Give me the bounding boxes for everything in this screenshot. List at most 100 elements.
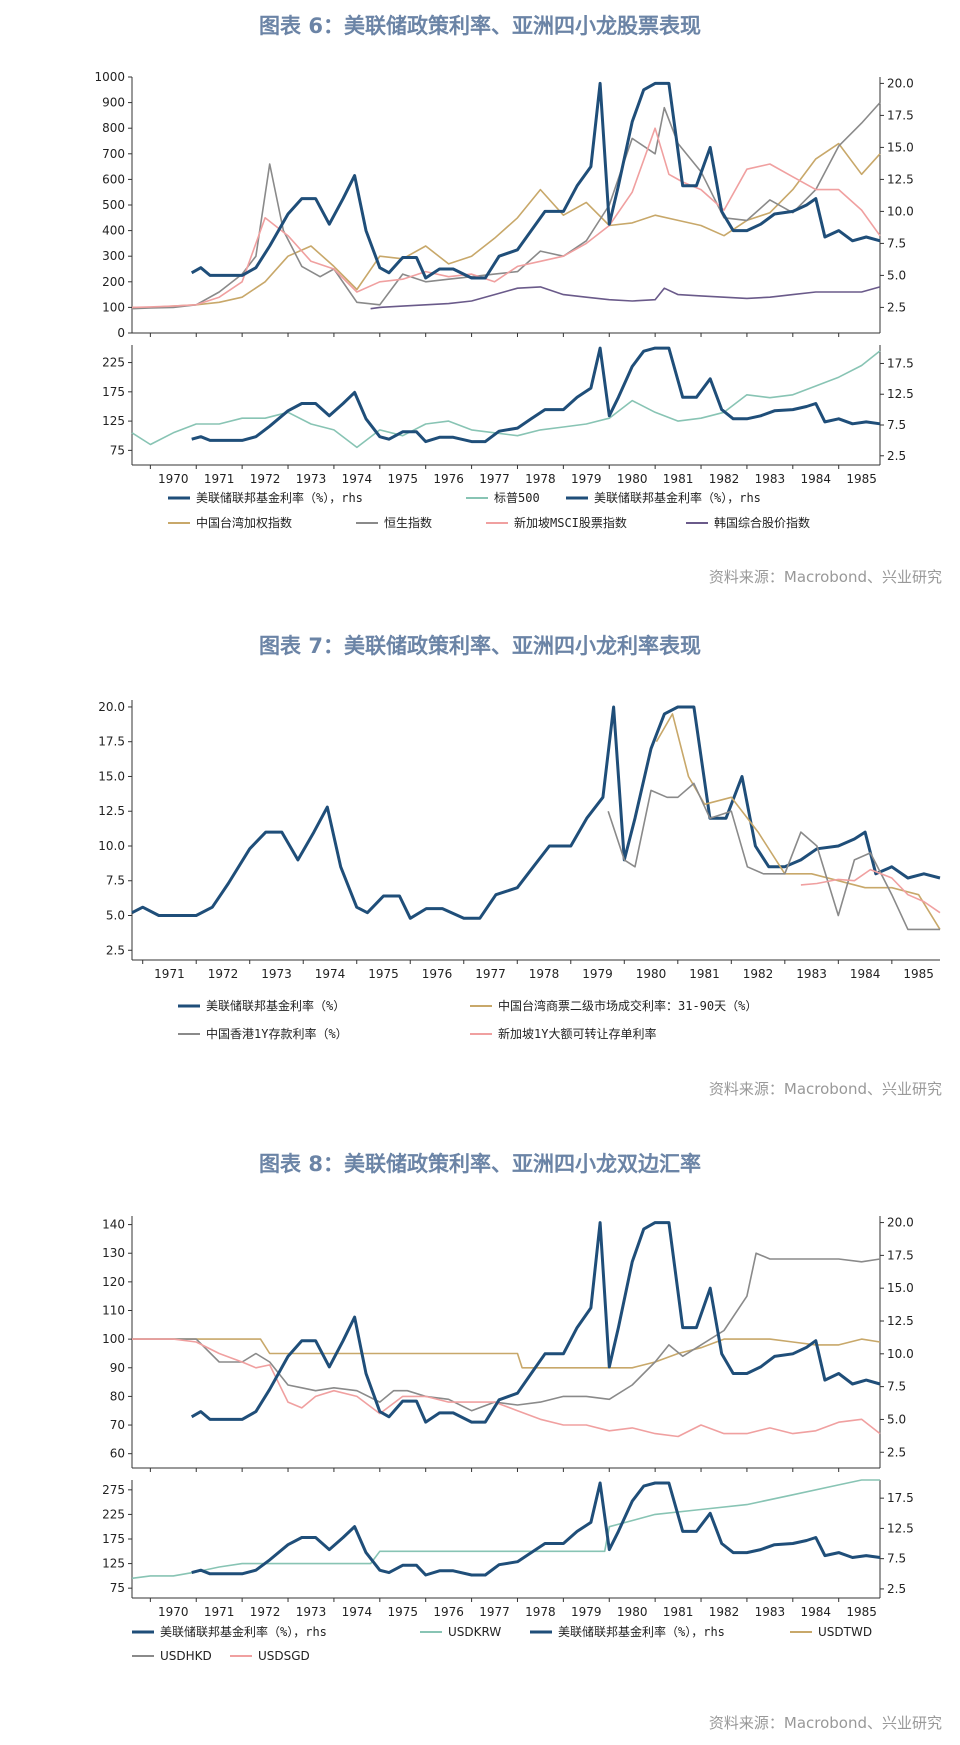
y-right-tick-label: 17.5 [887,1248,914,1262]
y-right-tick-label: 2.5 [887,449,906,463]
x-tick-label: 1984 [800,472,831,486]
figure-7-chart: 2.5 5.0 7.5 10.0 12.5 15.0 17.5 20.0 1971 1972 197… [98,700,941,1041]
legend-label: 美联储联邦基金利率（%），rhs [160,1624,327,1639]
y-tick-label: 75 [110,443,125,457]
x-tick-label: 1972 [250,1605,281,1619]
y-tick-label: 140 [102,1218,125,1232]
y-tick-label: 275 [102,1483,125,1497]
y-tick-label: 200 [102,275,125,289]
y-tick-label: 7.5 [106,874,125,888]
x-tick-label: 1978 [529,967,560,981]
x-tick-label: 1981 [689,967,720,981]
x-tick-label: 1975 [368,967,399,981]
x-tick-label: 1985 [846,1605,877,1619]
x-tick-label: 1974 [342,1605,373,1619]
figure-8-source: 资料来源：Macrobond、兴业研究 [708,1714,942,1732]
x-tick-label: 1979 [582,967,613,981]
x-tick-label: 1984 [850,967,881,981]
x-tick-label: 1975 [387,1605,418,1619]
figure-8-title: 图表 8：美联储政策利率、亚洲四小龙双边汇率 [259,1152,701,1176]
x-tick-label: 1980 [617,1605,648,1619]
y-tick-label: 300 [102,249,125,263]
legend-label: USDHKD [160,1649,212,1663]
x-tick-label: 1972 [208,967,239,981]
y-tick-label: 80 [110,1389,125,1403]
y-tick-label: 1000 [94,70,125,84]
y-right-tick-label: 17.5 [887,356,914,370]
figure-7-title: 图表 7：美联储政策利率、亚洲四小龙利率表现 [259,634,701,658]
y-tick-label: 110 [102,1304,125,1318]
y-right-tick-label: 12.5 [887,1521,914,1535]
x-tick-label: 1985 [846,472,877,486]
y-tick-label: 800 [102,121,125,135]
y-right-tick-label: 17.5 [887,1491,914,1505]
legend-label: 美联储联邦基金利率（%） [206,998,345,1013]
y-tick-label: 2.5 [106,943,125,957]
y-right-tick-label: 2.5 [887,1582,906,1596]
y-tick-label: 600 [102,172,125,186]
legend-label: 新加坡1Y大额可转让存单利率 [498,1026,656,1041]
x-tick-label: 1982 [709,472,740,486]
series-line-fed [131,705,941,920]
x-tick-label: 1982 [743,967,774,981]
y-right-tick-label: 20.0 [887,76,914,90]
legend-label: 标普500 [494,491,540,505]
y-tick-label: 225 [102,1507,125,1521]
y-tick-label: 100 [102,1332,125,1346]
x-tick-label: 1983 [755,472,786,486]
legend-label: 中国台湾商票二级市场成交利率：31-90天（%） [498,998,757,1013]
y-right-tick-label: 20.0 [887,1216,914,1230]
y-right-tick-label: 5.0 [887,268,906,282]
legend-label: USDTWD [818,1625,872,1639]
y-tick-label: 900 [102,96,125,110]
x-tick-label: 1973 [296,1605,327,1619]
y-tick-label: 120 [102,1275,125,1289]
x-tick-label: 1972 [250,472,281,486]
y-tick-label: 225 [102,356,125,370]
series-line-fed [190,1221,881,1424]
series-line-usdsgd [132,1338,881,1438]
figure-6-source: 资料来源：Macrobond、兴业研究 [708,568,942,586]
x-tick-label: 1980 [636,967,667,981]
x-tick-label: 1978 [525,1605,556,1619]
y-tick-label: 12.5 [98,804,125,818]
y-tick-label: 175 [102,1532,125,1546]
series-line-twse [132,142,881,309]
legend-label: 美联储联邦基金利率（%），rhs [196,490,363,505]
y-tick-label: 5.0 [106,909,125,923]
y-tick-label: 15.0 [98,769,125,783]
x-tick-label: 1985 [903,967,934,981]
x-tick-label: 1979 [571,472,602,486]
y-tick-label: 0 [117,326,125,340]
y-tick-label: 700 [102,147,125,161]
x-tick-label: 1983 [755,1605,786,1619]
y-right-tick-label: 15.0 [887,1281,914,1295]
y-tick-label: 10.0 [98,839,125,853]
x-tick-label: 1977 [475,967,506,981]
y-right-tick-label: 7.5 [887,418,906,432]
y-tick-label: 70 [110,1418,125,1432]
y-tick-label: 175 [102,385,125,399]
y-right-tick-label: 2.5 [887,300,906,314]
y-right-tick-label: 17.5 [887,108,914,122]
x-tick-label: 1976 [422,967,453,981]
x-tick-label: 1978 [525,472,556,486]
legend-label: USDSGD [258,1649,310,1663]
y-tick-label: 17.5 [98,735,125,749]
series-line-usdhkd [132,1252,881,1412]
x-tick-label: 1970 [158,472,189,486]
y-right-tick-label: 12.5 [887,172,914,186]
x-tick-label: 1977 [479,472,510,486]
legend-label: 美联储联邦基金利率（%），rhs [594,490,761,505]
x-tick-label: 1984 [800,1605,831,1619]
legend-label: USDKRW [448,1625,501,1639]
legend-label: 韩国综合股价指数 [714,515,810,530]
series-line-hsi [607,782,940,931]
x-tick-label: 1976 [433,472,464,486]
y-right-tick-label: 12.5 [887,1314,914,1328]
figure-6-chart: 0 100 200 300 400 500 600 700 800 900 1000 2.5 5.0 7.… [94,70,914,530]
y-tick-label: 20.0 [98,700,125,714]
series-line-hsi [131,102,881,310]
series-line-fed [190,81,881,280]
x-tick-label: 1974 [342,472,373,486]
